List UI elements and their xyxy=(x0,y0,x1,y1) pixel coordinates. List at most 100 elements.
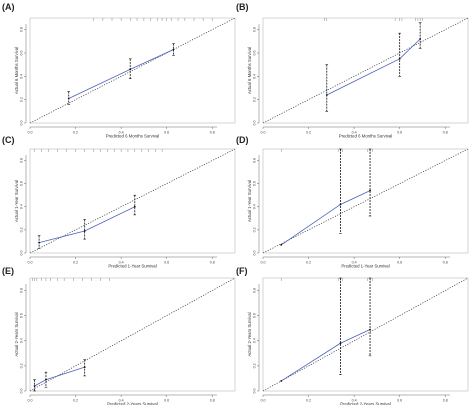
y-tick-label: 0.8 xyxy=(253,288,257,293)
data-point xyxy=(369,189,371,192)
y-tick-label: 0.8 xyxy=(20,288,24,293)
y-tick-label: 0.6 xyxy=(253,181,257,186)
plot-frame xyxy=(29,17,236,124)
x-tick-label: 0.0 xyxy=(28,131,33,135)
x-axis-title: Predicted 2-Years Survival xyxy=(107,402,158,405)
y-tick-label: 0.2 xyxy=(253,363,257,368)
y-tick-label: 0.4 xyxy=(253,74,257,79)
x-tick-label: 0.2 xyxy=(306,399,311,403)
ideal-reference-line xyxy=(262,148,469,254)
x-tick-label: 0.6 xyxy=(164,131,169,135)
y-axis-title: Actual 2-Years Survival xyxy=(14,312,19,356)
calibration-panel: (B) 0.0 0.2 0.4 0.6 0.8 0.0 0.2 0.4 0.6 0.8 Predict… xyxy=(236,2,469,139)
x-tick-label: 0.4 xyxy=(119,399,124,403)
x-tick-label: 0.4 xyxy=(352,131,357,135)
data-point xyxy=(280,380,283,382)
ideal-reference-line xyxy=(29,148,236,254)
y-tick-label: 0.8 xyxy=(253,158,257,163)
x-tick-label: 0.6 xyxy=(397,261,402,265)
x-axis-title: Predicted 1-Year Survival xyxy=(341,264,389,269)
calibration-line xyxy=(39,206,135,243)
y-tick-label: 0.8 xyxy=(20,27,24,32)
x-axis-title: Predicted 6 Months Survival xyxy=(106,134,160,139)
panel-label: (B) xyxy=(236,2,249,12)
panel-label: (A) xyxy=(2,2,15,12)
calibration-line xyxy=(326,38,421,96)
x-tick-label: 0.6 xyxy=(397,131,402,135)
x-tick-label: 0.0 xyxy=(28,399,33,403)
x-tick-label: 0.0 xyxy=(261,261,266,265)
calibration-panel: (E) 0.0 0.2 0.4 0.6 0.8 0.0 0.2 0.4 0.6 0.8 Predict… xyxy=(2,266,236,405)
x-tick-label: 0.8 xyxy=(210,399,215,403)
calibration-line xyxy=(34,366,85,387)
x-tick-label: 0.6 xyxy=(397,399,402,403)
x-tick-label: 0.8 xyxy=(210,131,215,135)
x-tick-label: 0.8 xyxy=(443,399,448,403)
ideal-reference-line xyxy=(29,17,236,124)
plot-frame xyxy=(262,148,469,254)
calibration-panel: (C) 0.0 0.2 0.4 0.6 0.8 0.0 0.2 0.4 0.6 0.8 Predict… xyxy=(2,135,236,269)
y-tick-label: 0.6 xyxy=(20,51,24,56)
plot-frame xyxy=(262,17,469,124)
calibration-line xyxy=(280,190,371,246)
y-axis-title: Actual 1-Year Survival xyxy=(247,180,252,222)
data-point xyxy=(45,378,47,381)
y-tick-label: 0.4 xyxy=(253,338,257,343)
y-tick-label: 0.2 xyxy=(253,97,257,102)
y-axis-title: Actual 6 Months Survival xyxy=(247,47,252,94)
y-tick-label: 0.6 xyxy=(20,181,24,186)
data-point xyxy=(398,57,401,60)
x-axis-title: Predicted 2-Years Survival xyxy=(340,402,391,405)
y-tick-label: 0.4 xyxy=(20,338,24,343)
data-point xyxy=(339,203,342,206)
y-tick-label: 0.2 xyxy=(253,227,257,232)
x-tick-label: 0.8 xyxy=(443,261,448,265)
data-point xyxy=(83,366,86,369)
data-point xyxy=(83,230,86,232)
x-tick-label: 0.2 xyxy=(306,131,311,135)
y-tick-label: 0.4 xyxy=(20,204,24,209)
y-tick-label: 0.2 xyxy=(20,363,24,368)
x-axis-title: Predicted 1-Year Survival xyxy=(108,264,156,269)
data-point xyxy=(172,48,175,51)
y-tick-label: 0.2 xyxy=(20,227,24,232)
data-point xyxy=(67,97,70,100)
panel-label: (C) xyxy=(2,135,15,145)
plot-frame xyxy=(29,148,236,254)
y-tick-label: 0.4 xyxy=(253,204,257,209)
x-tick-label: 0.4 xyxy=(119,261,124,265)
y-tick-label: 0.0 xyxy=(20,251,24,256)
x-axis-title: Predicted 6 Months Survival xyxy=(339,134,393,139)
data-point xyxy=(129,68,132,71)
data-point xyxy=(38,241,41,244)
x-tick-label: 0.2 xyxy=(73,131,78,135)
ideal-reference-line xyxy=(262,277,469,392)
x-tick-label: 0.4 xyxy=(352,399,357,403)
y-tick-label: 0.6 xyxy=(253,313,257,318)
y-tick-label: 0.8 xyxy=(20,158,24,163)
panel-label: (D) xyxy=(236,135,249,145)
ideal-reference-line xyxy=(262,17,469,124)
x-tick-label: 0.6 xyxy=(164,261,169,265)
calibration-line xyxy=(281,329,371,382)
y-tick-label: 0.0 xyxy=(253,121,257,126)
y-tick-label: 0.0 xyxy=(253,251,257,256)
x-tick-label: 0.2 xyxy=(73,399,78,403)
ideal-reference-line xyxy=(29,277,236,392)
calibration-line xyxy=(68,49,174,99)
plot-frame xyxy=(262,277,469,392)
data-point xyxy=(419,38,422,40)
y-axis-title: Actual 2-Years Survival xyxy=(247,312,252,356)
y-tick-label: 0.0 xyxy=(20,389,24,394)
y-tick-label: 0.0 xyxy=(20,121,24,126)
calibration-panel: (F) 0.0 0.2 0.4 0.6 0.8 0.0 0.2 0.4 0.6 0.8 Predict… xyxy=(236,266,469,405)
panel-label: (E) xyxy=(2,266,14,276)
data-point xyxy=(325,94,328,96)
x-tick-label: 0.6 xyxy=(164,399,169,403)
x-tick-label: 0.2 xyxy=(306,261,311,265)
calibration-panel: (D) 0.0 0.2 0.4 0.6 0.8 0.0 0.2 0.4 0.6 0.8 Predict… xyxy=(236,135,469,269)
y-tick-label: 0.2 xyxy=(20,97,24,102)
y-tick-label: 0.0 xyxy=(253,389,257,394)
data-point xyxy=(33,385,36,387)
